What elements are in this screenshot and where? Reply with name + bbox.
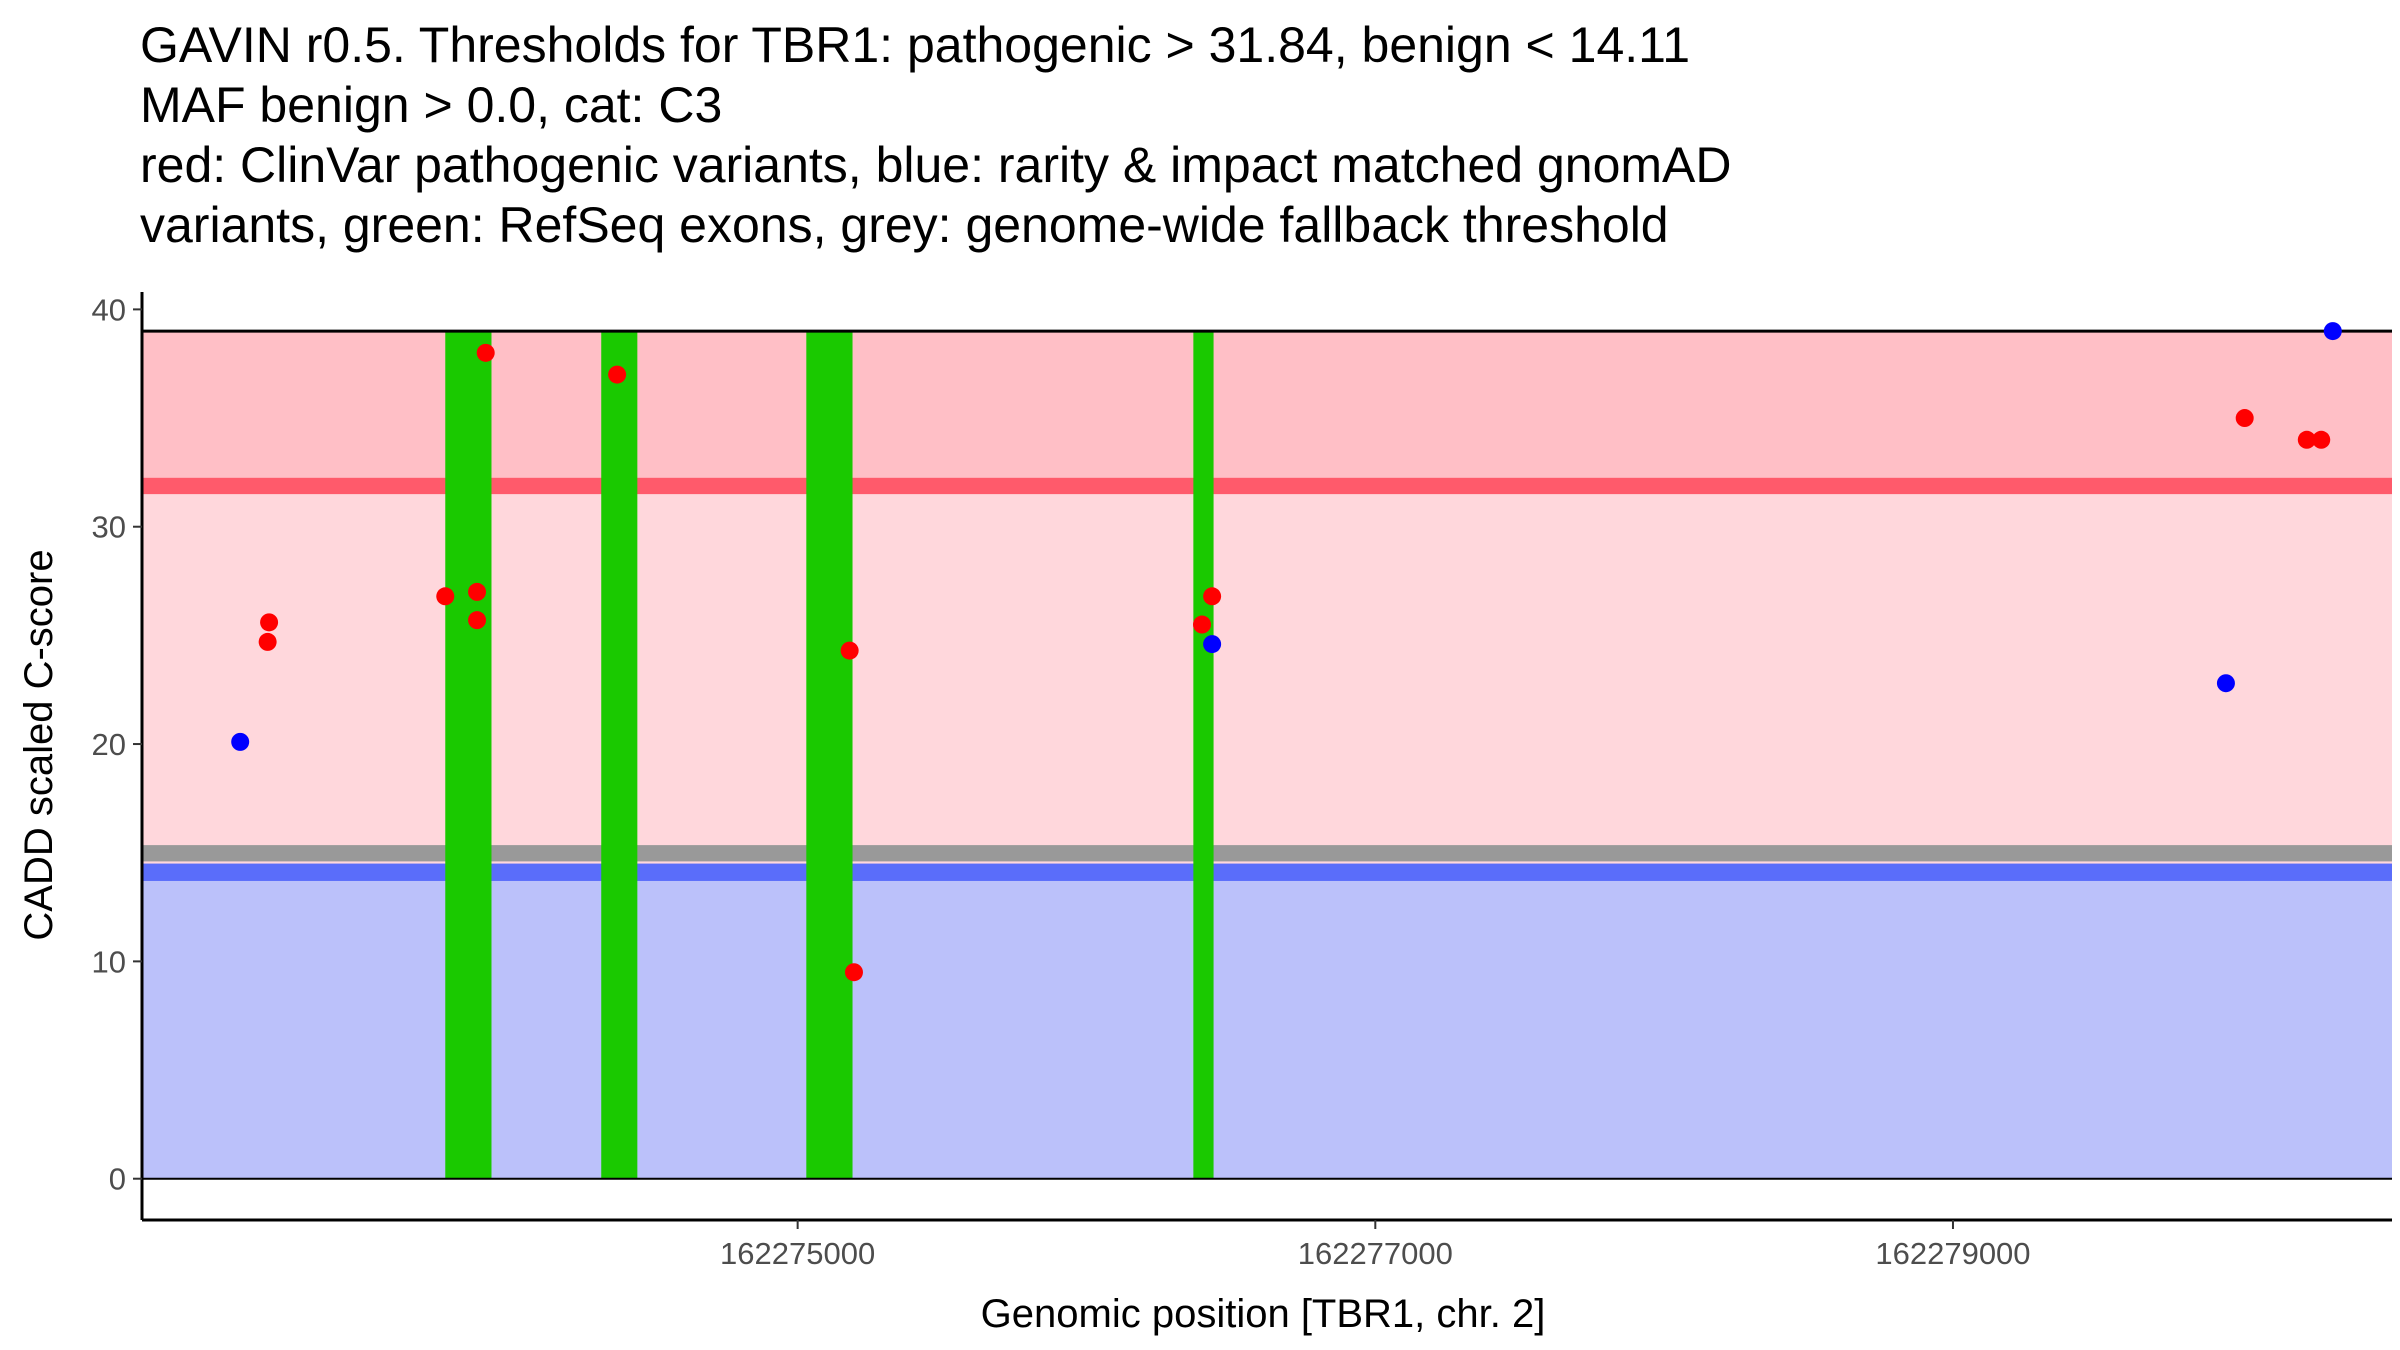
title-line-3: red: ClinVar pathogenic variants, blue: … <box>140 137 1731 193</box>
exon-bar-4 <box>1193 331 1214 1179</box>
title-line-1: GAVIN r0.5. Thresholds for TBR1: pathoge… <box>140 17 1690 73</box>
fallback-threshold-line <box>142 845 2392 862</box>
x-axis-title: Genomic position [TBR1, chr. 2] <box>981 1292 1546 1336</box>
clinvar-point-12 <box>2235 409 2254 428</box>
clinvar-point-4 <box>468 582 487 601</box>
pathogenic-threshold-line <box>142 477 2392 495</box>
x-tick-label-162279000: 162279000 <box>1875 1236 2030 1271</box>
clinvar-point-14 <box>2312 430 2331 449</box>
series-gnomad <box>231 322 2342 751</box>
y-tick-label-40: 40 <box>92 292 126 327</box>
benign-threshold-line <box>142 863 2392 881</box>
clinvar-point-13 <box>2297 430 2316 449</box>
clinvar-point-9 <box>844 963 863 982</box>
y-tick-label-30: 30 <box>92 510 126 545</box>
plot-area <box>142 322 2392 1180</box>
x-tick-label-162275000: 162275000 <box>720 1236 875 1271</box>
y-axis-title: CADD scaled C-score <box>17 549 61 940</box>
gnomad-point-4 <box>2323 322 2342 341</box>
exon-bar-3 <box>806 331 853 1179</box>
chart-title: GAVIN r0.5. Thresholds for TBR1: pathoge… <box>140 17 1731 253</box>
gnomad-point-3 <box>2216 674 2235 693</box>
uncertain-band <box>142 486 2392 873</box>
clinvar-point-2 <box>258 632 277 651</box>
clinvar-point-10 <box>1193 615 1212 634</box>
clinvar-point-8 <box>840 641 859 660</box>
pathogenic-band <box>142 331 2392 487</box>
gnomad-point-2 <box>1203 635 1222 654</box>
exon-bar-1 <box>445 331 492 1179</box>
exon-bar-2 <box>601 331 638 1179</box>
clinvar-point-7 <box>608 365 627 384</box>
series-clinvar <box>258 343 2331 982</box>
title-line-2: MAF benign > 0.0, cat: C3 <box>140 77 722 133</box>
clinvar-point-6 <box>476 343 495 362</box>
y-tick-label-10: 10 <box>92 944 126 979</box>
y-axis: 0 10 20 30 40 <box>92 292 144 1220</box>
clinvar-point-11 <box>1203 587 1222 606</box>
clinvar-point-5 <box>468 611 487 630</box>
y-tick-label-20: 20 <box>92 727 126 762</box>
clinvar-point-1 <box>260 613 279 632</box>
x-axis: 162275000 162277000 162279000 <box>142 1218 2392 1271</box>
title-line-4: variants, green: RefSeq exons, grey: gen… <box>140 197 1669 253</box>
gnomad-point-1 <box>231 732 250 751</box>
clinvar-point-3 <box>436 587 455 606</box>
x-tick-label-162277000: 162277000 <box>1298 1236 1453 1271</box>
y-tick-label-0: 0 <box>109 1162 126 1197</box>
benign-band <box>142 872 2392 1179</box>
